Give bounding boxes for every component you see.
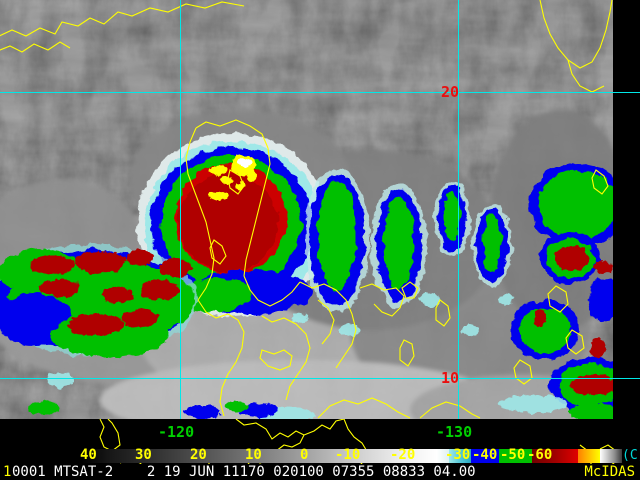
colorbar-tick-m10: -10: [335, 447, 361, 463]
status-leading-digit: 1: [3, 464, 12, 480]
latitude-label-20: 20: [441, 83, 460, 101]
latitude-gridline-10: [0, 378, 640, 379]
colorbar-tick-m60: -60: [527, 447, 553, 463]
colorbar-tick-m50: -50: [500, 447, 526, 463]
colorbar-tick-20: 20: [190, 447, 207, 463]
latitude-gridline-20: [0, 92, 640, 93]
colorbar-cyan-segment: [449, 449, 471, 463]
colorbar-yellow-segment: [578, 449, 600, 463]
colorbar-white-tail: [600, 449, 622, 463]
colorbar-tick-10: 10: [245, 447, 262, 463]
colorbar-blue-segment: [471, 449, 499, 463]
colorbar-tick-m20: -20: [390, 447, 416, 463]
colorbar-tick-30: 30: [135, 447, 152, 463]
status-bar: 1 0001 MTSAT-2 2 19 JUN 11170 020100 073…: [0, 464, 640, 480]
latitude-label-10: 10: [441, 369, 460, 387]
colorbar-tick-40: 40: [80, 447, 97, 463]
coastline-overlay: [0, 0, 613, 419]
longitude-label-130: -130: [436, 423, 473, 441]
longitude-gridline-120: [180, 0, 181, 419]
longitude-label-120: -120: [158, 423, 195, 441]
colorbar-tick-m30: -30: [445, 447, 471, 463]
infrared-cloud-imagery: [0, 0, 613, 419]
colorbar-tick-0: 0: [300, 447, 309, 463]
colorbar-black-tail: [622, 449, 640, 463]
colorbar-grayscale-ramp: [0, 449, 455, 463]
longitude-gridline-130: [458, 0, 459, 419]
colorbar-red-segment: [532, 449, 578, 463]
satellite-image-canvas[interactable]: 20 10: [0, 0, 640, 419]
satellite-raster: [0, 0, 613, 419]
colorbar-tick-m40: -40: [472, 447, 498, 463]
status-text: 0001 MTSAT-2 2 19 JUN 11170 020100 07355…: [12, 464, 476, 480]
colorbar-units-label: (C): [622, 448, 640, 463]
mcidas-brand-label: McIDAS: [584, 464, 635, 480]
temperature-colorbar[interactable]: 40 30 20 10 0 -10 -20 -30 -40 -50 -60 (C…: [0, 447, 640, 463]
colorbar-green-segment: [499, 449, 532, 463]
